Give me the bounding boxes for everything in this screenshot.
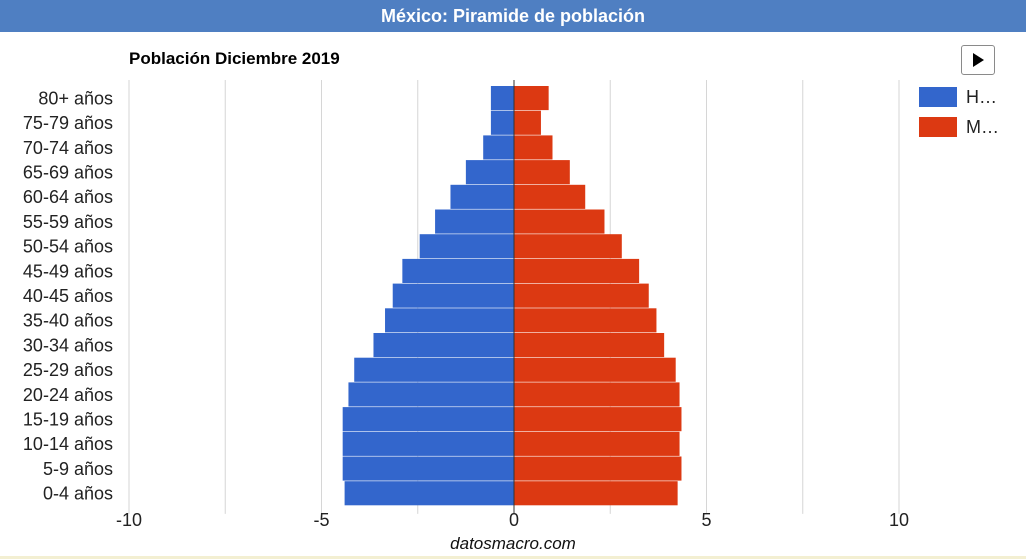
bar-male xyxy=(342,407,514,432)
bar-female xyxy=(514,308,657,333)
category-label: 35-40 años xyxy=(23,311,113,331)
category-label: 10-14 años xyxy=(23,434,113,454)
bar-male xyxy=(419,234,514,259)
category-label: 0-4 años xyxy=(43,484,113,504)
category-label: 30-34 años xyxy=(23,335,113,355)
play-button[interactable] xyxy=(961,45,995,75)
bar-female xyxy=(514,333,665,358)
category-label: 15-19 años xyxy=(23,409,113,429)
bar-male xyxy=(435,209,514,234)
category-label: 45-49 años xyxy=(23,261,113,281)
bar-female xyxy=(514,160,570,185)
category-label: 70-74 años xyxy=(23,138,113,158)
bottom-divider xyxy=(0,556,1026,559)
legend-item-female[interactable]: M… xyxy=(919,116,1006,138)
source-credit: datosmacro.com xyxy=(450,534,576,553)
bar-female xyxy=(514,234,622,259)
category-label: 50-54 años xyxy=(23,237,113,257)
bar-female xyxy=(514,357,676,382)
bar-male xyxy=(402,258,514,283)
bar-male xyxy=(392,283,514,308)
bar-female xyxy=(514,283,649,308)
bar-male xyxy=(348,382,514,407)
category-label: 20-24 años xyxy=(23,385,113,405)
x-tick-label: 0 xyxy=(509,510,519,530)
bar-female xyxy=(514,258,640,283)
legend-item-male[interactable]: H… xyxy=(919,86,1006,108)
bar-male xyxy=(373,333,514,358)
bar-male xyxy=(483,135,514,160)
bar-male xyxy=(385,308,514,333)
bar-male xyxy=(465,160,514,185)
play-icon xyxy=(972,53,984,67)
category-label: 65-69 años xyxy=(23,162,113,182)
category-label: 75-79 años xyxy=(23,113,113,133)
category-label: 5-9 años xyxy=(43,459,113,479)
x-tick-label: -5 xyxy=(313,510,329,530)
chart-header-title: México: Piramide de población xyxy=(380,5,646,26)
category-label: 25-29 años xyxy=(23,360,113,380)
bar-female xyxy=(514,86,549,111)
bar-female xyxy=(514,481,678,506)
bar-male xyxy=(342,456,514,481)
category-label: 60-64 años xyxy=(23,187,113,207)
bar-female xyxy=(514,456,682,481)
bar-male xyxy=(490,86,514,111)
x-tick-label: 5 xyxy=(701,510,711,530)
legend-swatch-male xyxy=(919,87,957,107)
x-tick-label: -10 xyxy=(116,510,142,530)
bar-female xyxy=(514,110,541,135)
bar-female xyxy=(514,135,553,160)
bar-female xyxy=(514,209,605,234)
bar-male xyxy=(354,357,514,382)
legend-swatch-female xyxy=(919,117,957,137)
bar-male xyxy=(450,184,514,209)
bar-female xyxy=(514,184,586,209)
category-label: 80+ años xyxy=(38,88,113,108)
chart-header: México: Piramide de población xyxy=(0,0,1026,32)
bar-male xyxy=(342,431,514,456)
bar-female xyxy=(514,431,680,456)
bar-male xyxy=(344,481,514,506)
chart-title: Población Diciembre 2019 xyxy=(129,49,340,68)
bar-male xyxy=(490,110,514,135)
category-label: 55-59 años xyxy=(23,212,113,232)
category-label: 40-45 años xyxy=(23,286,113,306)
bar-female xyxy=(514,382,680,407)
x-tick-label: 10 xyxy=(889,510,909,530)
bar-female xyxy=(514,407,682,432)
